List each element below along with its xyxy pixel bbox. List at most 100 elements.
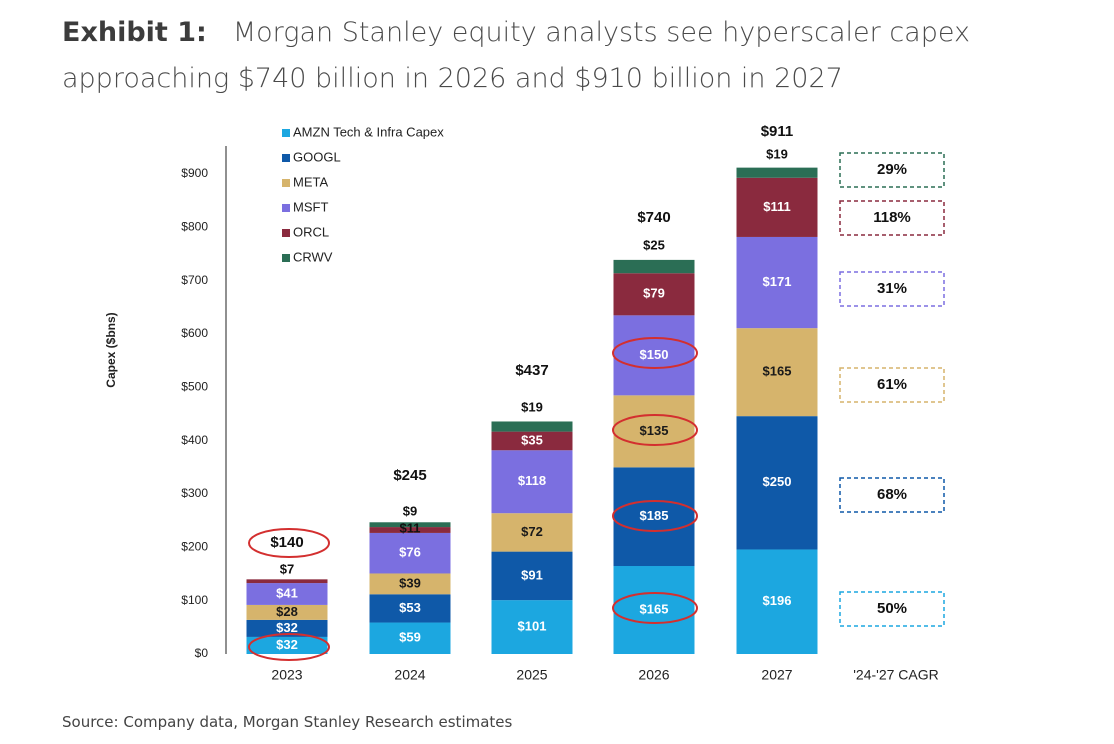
legend-label: GOOGL [293,149,341,164]
bar-segment [491,513,573,552]
data-label: $35 [521,432,543,447]
legend-label: MSFT [293,199,328,214]
data-label: $171 [763,274,792,289]
bar-segment [736,416,818,550]
data-label: $19 [766,146,788,161]
bar-segment [613,259,695,274]
bar-segment [613,395,695,468]
y-tick-label: $700 [181,273,208,287]
y-tick-label: $800 [181,220,208,234]
bar-segment [491,421,573,432]
y-tick-label: $200 [181,540,208,554]
highlight-circle [612,500,698,532]
data-label: $111 [763,199,791,214]
y-tick-label: $500 [181,380,208,394]
y-tick-label: $0 [195,646,209,660]
legend-swatch [282,229,290,237]
cagr-value: 50% [877,600,907,617]
cagr-box [839,200,945,236]
data-label: $118 [518,473,546,488]
y-axis-title: Capex ($bns) [104,312,118,387]
data-label: $76 [399,545,421,560]
x-tick-label: 2026 [638,667,669,683]
bar-segment [369,532,451,574]
data-label: $41 [276,585,298,600]
x-tick-label: 2023 [271,667,302,683]
data-label: $7 [280,561,294,576]
data-label: $150 [640,347,669,362]
bar-segment [613,566,695,654]
y-tick-label: $400 [181,433,208,447]
data-label: $196 [763,593,792,608]
highlight-circle [612,337,698,369]
bar-segment [736,177,818,237]
bar-segment [369,622,451,654]
title-text: Morgan Stanley equity analysts see hyper… [62,17,970,94]
data-label: $135 [640,423,669,438]
bar-segment [246,604,328,620]
y-tick-label: $100 [181,593,208,607]
bar-segment [246,579,328,584]
bar-segment [369,527,451,533]
cagr-value: 29% [877,161,907,178]
legend-label: META [293,174,328,189]
data-label: $185 [640,508,669,523]
data-label: $32 [276,637,298,652]
data-label: $11 [400,520,421,535]
cagr-value: 68% [877,486,907,503]
legend-swatch [282,129,290,137]
total-label: $437 [515,362,548,379]
exhibit-label: Exhibit 1: [62,17,207,48]
bar-segment [613,467,695,567]
data-label: $165 [763,364,792,379]
highlight-circle [248,633,330,661]
y-tick-label: $300 [181,486,208,500]
highlight-circle [612,414,698,446]
data-label: $165 [640,601,669,616]
x-tick-label: 2027 [761,667,792,683]
legend-label: AMZN Tech & Infra Capex [293,124,444,139]
bar-segment [736,549,818,654]
cagr-value: 61% [877,376,907,393]
cagr-box [839,591,945,627]
bar-segment [491,431,573,451]
bar-segment [369,573,451,595]
bar-segment [246,636,328,654]
cagr-value: 31% [877,280,907,297]
highlight-circle [612,592,698,624]
data-label: $53 [399,600,421,615]
bar-segment [736,328,818,417]
legend-swatch [282,204,290,212]
data-label: $101 [518,619,547,634]
bar-segment [246,583,328,605]
bar-segment [491,450,573,514]
source-note: Source: Company data, Morgan Stanley Res… [62,713,513,731]
bar-segment [613,315,695,396]
cagr-box [839,152,945,188]
bar-segment [369,522,451,528]
bar-segment [491,600,573,654]
legend-swatch [282,154,290,162]
data-label: $28 [276,604,298,619]
x-tick-label: 2024 [394,667,425,683]
data-label: $250 [763,474,792,489]
bar-segment [246,619,328,637]
data-label: $59 [399,630,421,645]
cagr-box [839,271,945,307]
cagr-box [839,367,945,403]
total-label: $911 [761,123,794,140]
page-title: Exhibit 1: Morgan Stanley equity analysts… [62,10,1082,102]
legend-swatch [282,179,290,187]
data-label: $32 [276,620,298,635]
data-label: $9 [403,503,417,518]
total-label: $740 [637,209,670,226]
legend-label: CRWV [293,249,333,264]
legend-label: ORCL [293,224,329,239]
bar-segment [491,551,573,601]
bar-segment [736,236,818,329]
legend-swatch [282,254,290,262]
data-label: $72 [521,524,543,539]
bar-segment [613,273,695,316]
cagr-value: 118% [873,209,911,226]
